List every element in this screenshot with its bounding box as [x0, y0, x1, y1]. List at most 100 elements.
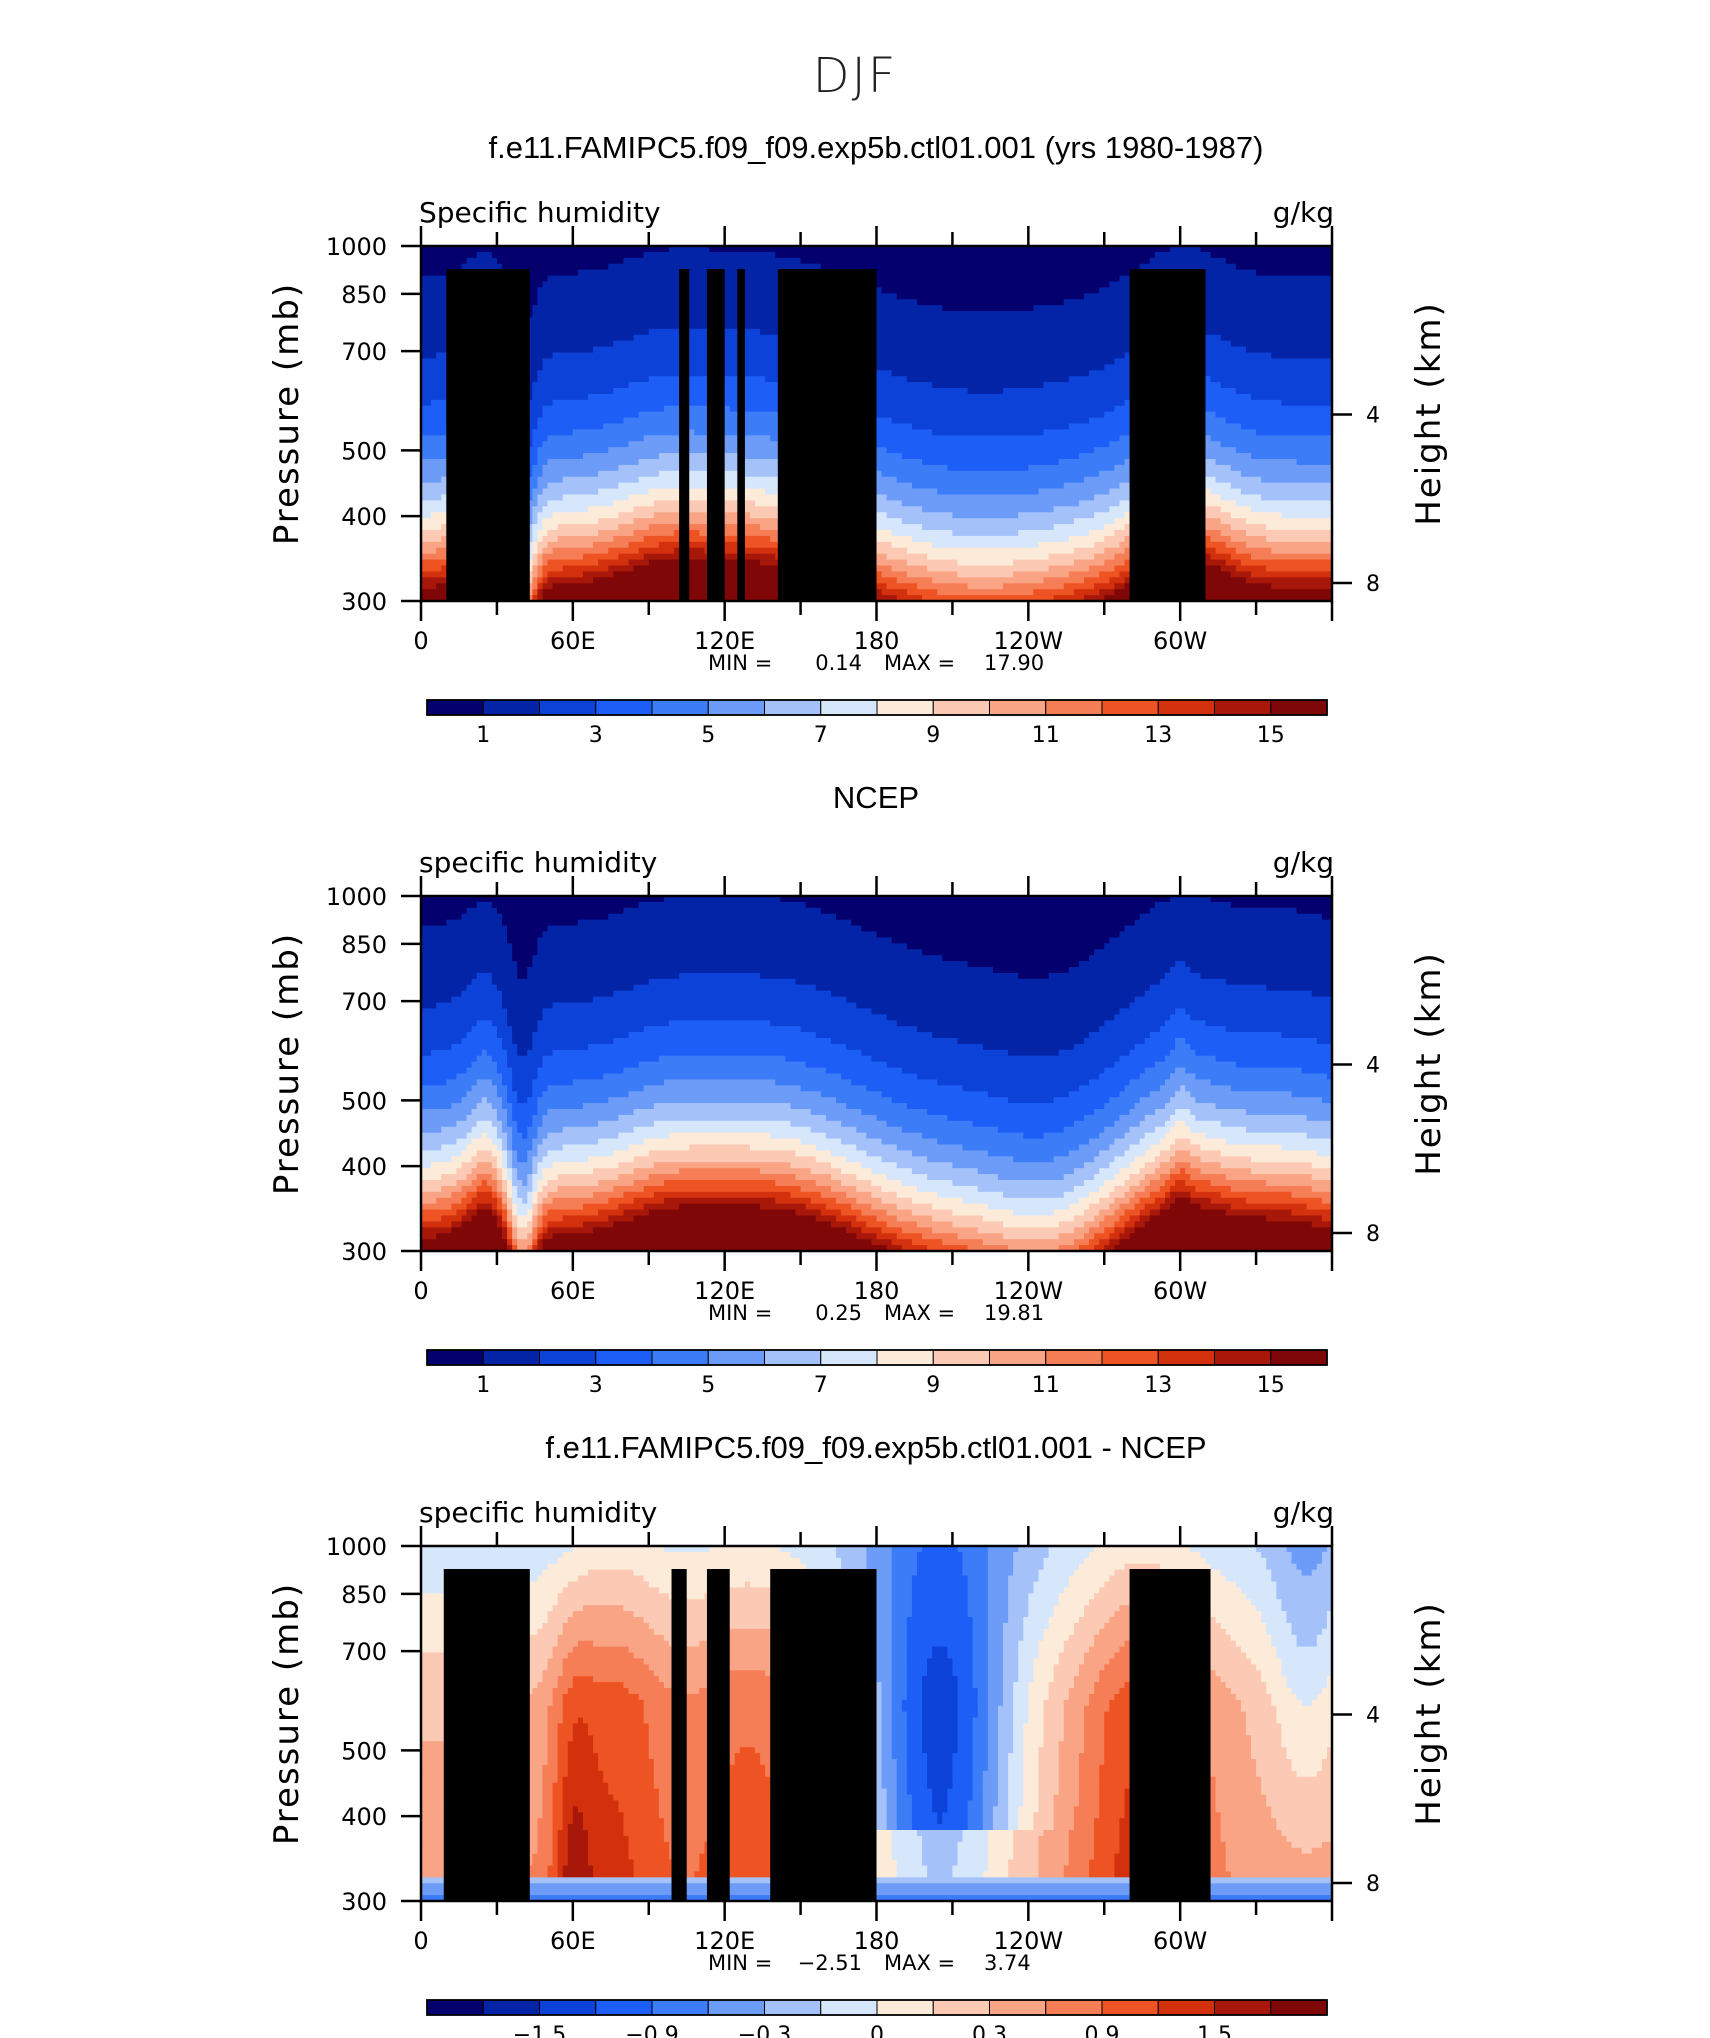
field-cell — [1003, 1676, 1019, 1683]
field-cell — [1038, 1788, 1060, 1796]
field-cell — [436, 1233, 503, 1240]
field-cell — [1154, 901, 1232, 909]
field-cell — [542, 488, 599, 496]
field-cell — [1109, 937, 1332, 944]
field-cell — [517, 1239, 533, 1246]
field-cell — [957, 1693, 979, 1701]
field-cell — [1129, 1002, 1332, 1010]
field-cell — [1195, 1841, 1227, 1849]
field-cell — [552, 1605, 584, 1612]
field-cell — [1190, 1091, 1293, 1098]
field-cell — [557, 1729, 574, 1736]
field-cell — [1129, 1185, 1146, 1193]
field-cell — [653, 1782, 726, 1790]
field-cell — [987, 1717, 999, 1725]
y-axis-label: Pressure (mb) — [267, 932, 307, 1195]
field-cell — [658, 1788, 726, 1796]
field-cell — [1321, 1097, 1332, 1104]
field-cell — [542, 1061, 640, 1069]
field-cell — [421, 583, 437, 590]
field-cell — [1023, 1622, 1050, 1630]
field-cell — [972, 1658, 989, 1665]
field-cell — [507, 1233, 513, 1240]
field-cell — [421, 577, 452, 584]
field-cell — [648, 524, 761, 531]
field-cell — [679, 1168, 761, 1175]
field-cell — [1018, 1652, 1040, 1660]
field-cell — [1013, 1841, 1040, 1849]
chart-panel-3: f.e11.FAMIPC5.f09_f09.exp5b.ctl01.001 - … — [267, 1430, 1449, 2038]
field-cell — [572, 1818, 584, 1825]
field-cell — [846, 1191, 873, 1199]
colorbar-swatch — [820, 699, 878, 716]
field-cell — [1073, 559, 1105, 567]
field-cell — [871, 1735, 883, 1742]
y-right-tick-label: 4 — [1366, 1703, 1380, 1728]
field-cell — [1018, 1658, 1034, 1665]
field-cell — [1018, 1824, 1034, 1831]
field-cell — [501, 263, 609, 271]
land-mask-block — [491, 293, 513, 601]
field-cell — [471, 1109, 498, 1116]
field-cell — [532, 1233, 538, 1240]
y-tick-label: 700 — [341, 1638, 387, 1666]
field-cell — [1245, 1652, 1277, 1660]
field-cell — [567, 1753, 599, 1760]
field-cell — [927, 553, 1050, 561]
field-cell — [421, 1043, 452, 1051]
field-cell — [1276, 1581, 1332, 1589]
field-cell — [1073, 1120, 1115, 1128]
colorbar-swatch — [876, 1349, 934, 1366]
field-cell — [1311, 1569, 1332, 1577]
field-cell — [825, 1132, 867, 1140]
field-cell — [800, 1557, 842, 1565]
field-cell — [1099, 589, 1115, 596]
field-cell — [1048, 1617, 1080, 1624]
field-cell — [507, 1008, 544, 1015]
field-cell — [1058, 1788, 1080, 1796]
field-cell — [1195, 1049, 1332, 1057]
field-cell — [1144, 1203, 1161, 1211]
field-cell — [542, 577, 549, 584]
field-cell — [911, 1581, 969, 1589]
field-cell — [1028, 1682, 1050, 1689]
colorbar-swatch — [651, 1349, 709, 1366]
field-cell — [810, 1126, 857, 1134]
field-cell — [532, 441, 544, 448]
field-cell — [1225, 559, 1242, 567]
field-cell — [421, 565, 442, 573]
field-cell — [1220, 518, 1247, 525]
field-cell — [1170, 1114, 1196, 1122]
field-cell — [1078, 1245, 1095, 1251]
field-cell — [891, 1753, 908, 1760]
variable-label: specific humidity — [419, 846, 657, 879]
field-cell — [1311, 1699, 1332, 1707]
field-cell — [537, 476, 564, 484]
field-cell — [1251, 1658, 1282, 1665]
field-cell — [507, 1197, 513, 1205]
field-cell — [1170, 1191, 1191, 1199]
field-cell — [1266, 1800, 1332, 1807]
field-cell — [881, 1735, 893, 1742]
colorbar-swatch — [426, 1349, 484, 1366]
field-cell — [421, 967, 518, 974]
field-cell — [517, 1191, 528, 1199]
field-cell — [962, 1197, 1080, 1205]
field-cell — [1316, 1640, 1332, 1648]
field-cell — [1078, 961, 1176, 968]
field-cell — [542, 470, 599, 478]
field-cell — [972, 1670, 989, 1677]
field-cell — [496, 1126, 503, 1134]
field-cell — [562, 1788, 609, 1796]
field-cell — [1099, 1026, 1161, 1033]
field-cell — [537, 453, 584, 460]
colorbar-swatch — [539, 699, 597, 716]
field-cell — [896, 1871, 928, 1878]
field-cell — [542, 1091, 630, 1098]
field-cell — [537, 1824, 554, 1831]
field-cell — [891, 1664, 908, 1671]
field-cell — [547, 559, 599, 567]
field-cell — [1301, 1569, 1313, 1577]
field-cell — [1053, 1670, 1080, 1677]
field-cell — [507, 1209, 513, 1217]
